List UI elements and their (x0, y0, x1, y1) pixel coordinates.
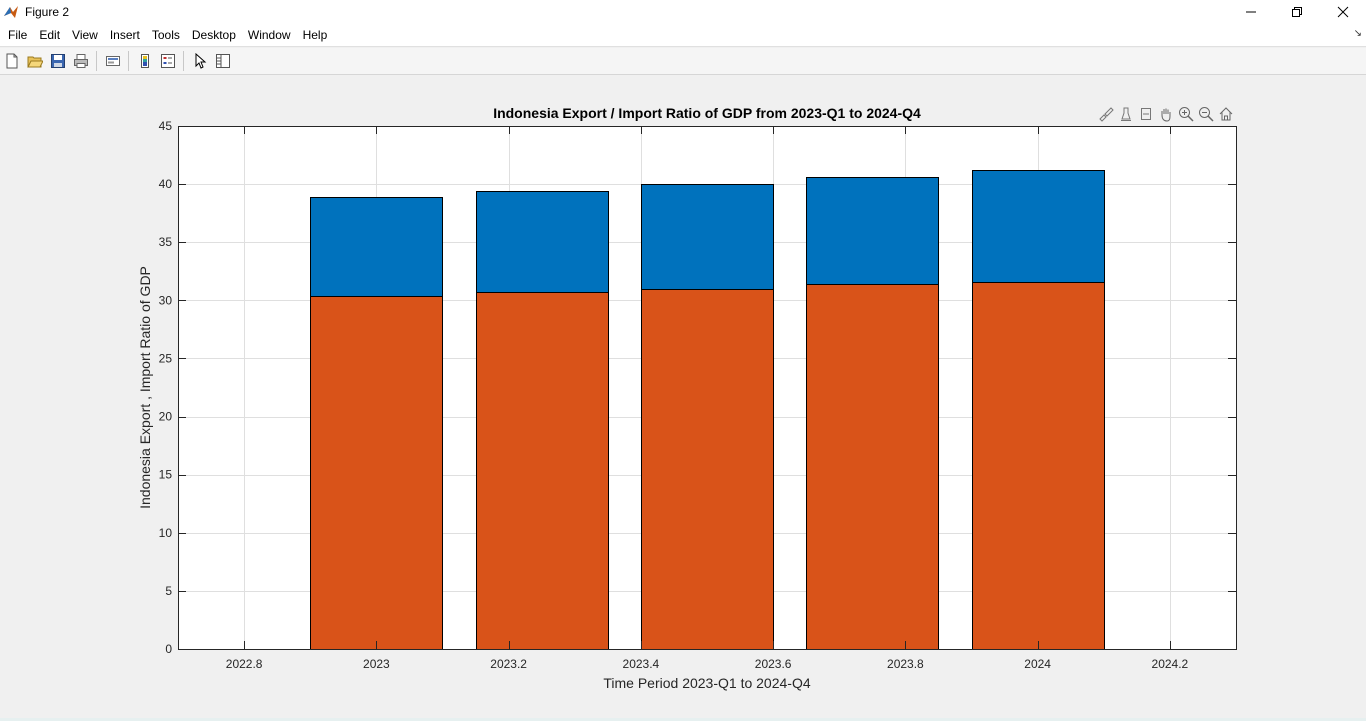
restore-icon (1292, 7, 1302, 17)
bar-segment-series-1 (476, 292, 609, 650)
menu-insert[interactable]: Insert (109, 28, 140, 42)
data-tips-button[interactable] (1116, 104, 1136, 124)
y-tick-label: 45 (159, 119, 173, 133)
menu-file[interactable]: File (8, 28, 28, 42)
bars-group (310, 170, 1105, 650)
menu-view[interactable]: View (72, 28, 98, 42)
zoom-in-icon (1179, 107, 1194, 122)
axes-toolbar (1096, 104, 1236, 124)
edit-plot-button[interactable] (189, 50, 211, 72)
minimize-icon (1246, 11, 1256, 13)
bar-segment-series-2 (806, 177, 939, 285)
legend-icon (161, 54, 175, 68)
menu-window[interactable]: Window (247, 28, 291, 42)
bar-segment-series-2 (641, 184, 774, 290)
menu-desktop[interactable]: Desktop (191, 28, 236, 42)
new-figure-button[interactable] (1, 50, 23, 72)
bar-segment-series-2 (476, 191, 609, 293)
x-axis-label: Time Period 2023-Q1 to 2024-Q4 (603, 675, 810, 691)
legend-button[interactable] (157, 50, 179, 72)
window-titlebar: Figure 2 (0, 0, 1366, 24)
x-tick-label: 2023.4 (623, 657, 660, 671)
window-title: Figure 2 (25, 5, 70, 19)
y-tick-label: 25 (159, 351, 173, 365)
new-figure-icon (6, 53, 18, 69)
zoom-out-icon (1199, 107, 1214, 122)
close-button[interactable] (1320, 0, 1366, 24)
menu-bar: File Edit View Insert Tools Desktop Wind… (0, 24, 1366, 47)
window-controls (1228, 0, 1366, 24)
restore-view-icon (1141, 108, 1151, 120)
x-tick-label: 2024.2 (1152, 657, 1189, 671)
tick-labels-group: 2022.8 2023 2023.2 2023.4 2023.6 2023.8 2024 20… (159, 119, 1189, 671)
zoom-in-button[interactable] (1176, 104, 1196, 124)
colorbar-icon (141, 54, 149, 68)
restore-view-button[interactable] (1136, 104, 1156, 124)
pan-icon (1161, 108, 1171, 122)
print-icon (74, 54, 88, 68)
x-tick-label: 2022.8 (226, 657, 263, 671)
close-icon (1337, 6, 1349, 18)
y-tick-label: 40 (159, 177, 173, 191)
property-inspector-button[interactable] (212, 50, 234, 72)
bar-segment-series-1 (641, 289, 774, 650)
maximize-button[interactable] (1274, 0, 1320, 24)
print-button[interactable] (70, 50, 92, 72)
data-tips-icon (1121, 107, 1131, 121)
home-icon (1219, 107, 1233, 121)
bar-segment-series-1 (310, 296, 443, 650)
home-button[interactable] (1216, 104, 1236, 124)
y-tick-label: 35 (159, 235, 173, 249)
bar-segment-series-2 (310, 197, 443, 297)
colorbar-button[interactable] (134, 50, 156, 72)
toolbar-separator (96, 51, 97, 71)
open-file-icon (27, 56, 43, 68)
x-tick-label: 2023.2 (490, 657, 527, 671)
window-bottom-edge (0, 718, 1366, 721)
bar-segment-series-1 (806, 284, 939, 650)
axes-box (178, 126, 1237, 650)
y-tick-label: 10 (159, 526, 173, 540)
chart-title: Indonesia Export / Import Ratio of GDP f… (493, 105, 921, 121)
y-tick-label: 20 (159, 410, 173, 424)
y-axis-label: Indonesia Export , Import Ratio of GDP (137, 266, 153, 509)
x-tick-label: 2024 (1024, 657, 1051, 671)
minimize-button[interactable] (1228, 0, 1274, 24)
toolbar-separator (183, 51, 184, 71)
edit-plot-icon (195, 53, 207, 69)
brush-button[interactable] (1096, 104, 1116, 124)
y-tick-label: 30 (159, 293, 173, 307)
brush-icon (1099, 107, 1114, 122)
bar-segment-series-2 (972, 170, 1105, 283)
bar-segment-series-1 (972, 282, 1105, 650)
toolbar-separator (128, 51, 129, 71)
y-tick-label: 15 (159, 468, 173, 482)
x-tick-label: 2023 (363, 657, 390, 671)
link-plot-button[interactable] (102, 50, 124, 72)
y-tick-label: 5 (165, 584, 172, 598)
link-plot-icon (106, 56, 120, 66)
x-tick-label: 2023.8 (887, 657, 924, 671)
pan-button[interactable] (1156, 104, 1176, 124)
menu-tools[interactable]: Tools (151, 28, 180, 42)
menu-edit[interactable]: Edit (39, 28, 61, 42)
open-file-button[interactable] (24, 50, 46, 72)
figure-toolbar (0, 48, 1366, 75)
save-icon (51, 54, 65, 68)
property-inspector-icon (216, 54, 230, 68)
x-tick-label: 2023.6 (755, 657, 792, 671)
save-button[interactable] (47, 50, 69, 72)
menu-help[interactable]: Help (302, 28, 328, 42)
dock-arrow-icon[interactable]: ↘ (1353, 28, 1362, 39)
y-tick-label: 0 (165, 642, 172, 656)
ticks-group (178, 126, 1236, 650)
matlab-icon (3, 4, 19, 20)
zoom-out-button[interactable] (1196, 104, 1216, 124)
